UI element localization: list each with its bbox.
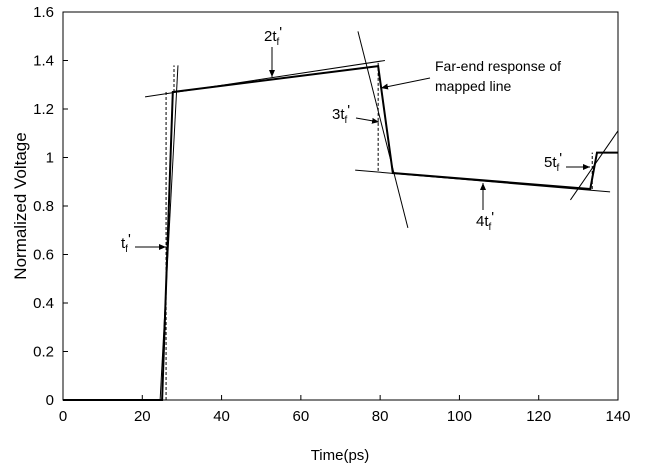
annotation-label: 4tf' (476, 209, 494, 233)
x-tick-label: 100 (447, 408, 472, 425)
annotation-label: 5tf' (544, 150, 562, 174)
annotation-main: 5t (544, 154, 557, 171)
annotation-arrow (380, 77, 431, 90)
annotation-sub: f (125, 244, 128, 255)
annotation-main: t (121, 235, 126, 252)
y-tick-label: 0.6 (33, 247, 54, 264)
y-tick-label: 0.8 (33, 198, 54, 215)
annotation-label: tf' (121, 231, 131, 255)
y-tick-label: 0.2 (33, 344, 54, 361)
x-tick-label: 80 (372, 408, 389, 425)
x-tick-label: 20 (134, 408, 151, 425)
y-tick-label: 0.4 (33, 295, 54, 312)
x-tick-label: 120 (526, 408, 551, 425)
y-tick-label: 1.2 (33, 101, 54, 118)
x-axis-label: Time(ps) (311, 447, 370, 464)
annotation-prime: ' (491, 209, 494, 226)
y-tick-label: 1 (46, 150, 54, 167)
tangent-line (159, 65, 179, 401)
response-line (63, 64, 618, 401)
annotation-sub: f (345, 115, 348, 126)
annotation-label: 2tf' (264, 24, 282, 48)
annotation-prime: ' (347, 102, 350, 119)
x-tick-label: 140 (605, 408, 630, 425)
annotation-text: mapped line (435, 78, 511, 94)
annotation-sub: f (557, 163, 560, 174)
y-axis-label: Normalized Voltage (11, 132, 30, 279)
x-tick-label: 60 (293, 408, 310, 425)
tangent-line (144, 60, 385, 98)
annotation-prime: ' (128, 231, 131, 248)
annotation-text: Far-end response of (435, 58, 561, 74)
y-tick-label: 0 (46, 392, 54, 409)
tangent-line (357, 31, 409, 228)
annotation-arrow (355, 117, 380, 124)
annotation-prime: ' (559, 150, 562, 167)
y-tick-label: 1.4 (33, 53, 54, 70)
tangent-line (355, 169, 611, 193)
annotation-sub: f (489, 222, 492, 233)
tangent-line (570, 130, 619, 201)
x-tick-label: 0 (59, 408, 67, 425)
annotation-prime: ' (279, 24, 282, 41)
annotation-main: 4t (476, 213, 489, 230)
annotation-sub: f (277, 37, 280, 48)
y-tick-label: 1.6 (33, 4, 54, 21)
annotation-main: 3t (332, 106, 345, 123)
annotation-main: 2t (264, 28, 277, 45)
annotation-label: 3tf' (332, 102, 350, 126)
x-tick-label: 40 (213, 408, 230, 425)
